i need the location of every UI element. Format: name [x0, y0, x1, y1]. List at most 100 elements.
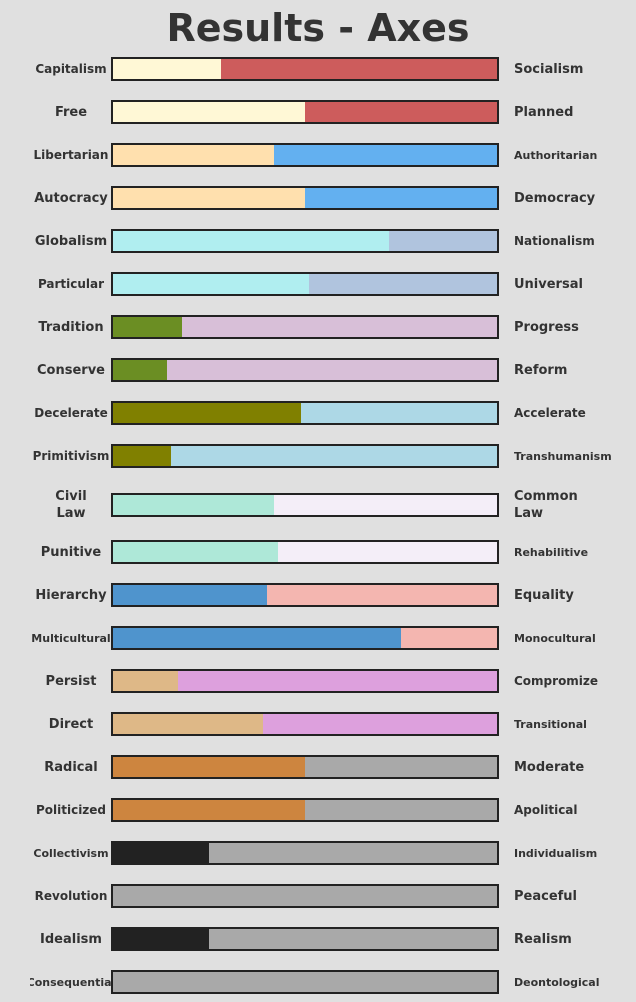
label-line: Libertarian	[33, 147, 109, 162]
axis-bar	[111, 358, 499, 382]
axis-bar	[111, 755, 499, 779]
label-line: Politicized	[35, 802, 107, 817]
right-label: Transhumanism	[514, 436, 634, 476]
left-segment	[113, 843, 209, 863]
label-line: Capitalism	[35, 61, 107, 76]
left-label: Particular	[30, 264, 112, 304]
label-line: Compromize	[514, 673, 599, 688]
label-line: Progress	[514, 319, 579, 335]
axis-bar	[111, 626, 499, 650]
left-label: Primitivism	[30, 436, 112, 476]
right-label: Monocultural	[514, 618, 634, 658]
label-line: Moderate	[514, 759, 585, 775]
label-line: Authoritarian	[514, 148, 598, 162]
label-line: Multicultural	[31, 631, 111, 645]
right-label: Socialism	[514, 49, 634, 89]
label-line: Deontological	[514, 975, 600, 989]
axis-bar	[111, 229, 499, 253]
right-label: Planned	[514, 92, 634, 132]
label-line: Revolution	[34, 888, 108, 903]
axis-bar	[111, 401, 499, 425]
axis-bar	[111, 583, 499, 607]
axis-bar	[111, 970, 499, 994]
label-line: Accelerate	[514, 405, 586, 420]
left-segment	[113, 446, 171, 466]
left-segment	[113, 714, 263, 734]
left-segment	[113, 360, 167, 380]
right-label: Authoritarian	[514, 135, 634, 175]
left-label: Capitalism	[30, 49, 112, 89]
right-label: Realism	[514, 919, 634, 959]
left-label: Politicized	[30, 790, 112, 830]
right-label: Moderate	[514, 747, 634, 787]
label-line: Peaceful	[514, 888, 578, 904]
left-segment	[113, 800, 305, 820]
left-label: Radical	[30, 747, 112, 787]
left-segment	[113, 59, 221, 79]
label-line: Civil	[55, 489, 87, 504]
label-line: Radical	[44, 759, 98, 775]
left-label: Collectivism	[30, 833, 112, 873]
axis-bar	[111, 57, 499, 81]
right-label: Compromize	[514, 661, 634, 701]
axis-bar	[111, 272, 499, 296]
label-line: Transitional	[514, 717, 587, 731]
left-segment	[113, 231, 390, 251]
axis-bar	[111, 927, 499, 951]
right-label: Apolitical	[514, 790, 634, 830]
left-segment	[113, 671, 179, 691]
axis-bar	[111, 798, 499, 822]
right-segment	[182, 317, 497, 337]
label-line: Particular	[37, 276, 105, 291]
label-line: Decelerate	[34, 405, 108, 420]
label-line: Persist	[45, 673, 97, 689]
left-segment	[113, 495, 275, 515]
right-label: Nationalism	[514, 221, 634, 261]
right-segment	[113, 886, 497, 906]
right-segment	[305, 800, 497, 820]
left-label: Globalism	[30, 221, 112, 261]
right-label: Common Law	[514, 485, 634, 525]
left-segment	[113, 102, 305, 122]
label-line: Free	[54, 104, 88, 120]
axis-bar	[111, 143, 499, 167]
axis-bar	[111, 884, 499, 908]
left-segment	[113, 628, 401, 648]
right-segment	[170, 446, 497, 466]
left-label: Libertarian	[30, 135, 112, 175]
label-line: Tradition	[38, 319, 104, 335]
right-segment	[305, 188, 497, 208]
right-label: Democracy	[514, 178, 634, 218]
right-label: Progress	[514, 307, 634, 347]
right-segment	[305, 102, 497, 122]
left-segment	[113, 274, 309, 294]
label-line: Reform	[514, 362, 568, 378]
label-line: Common	[514, 489, 578, 504]
right-label: Individualism	[514, 833, 634, 873]
right-segment	[166, 360, 497, 380]
left-label: Persist	[30, 661, 112, 701]
label-line: Monocultural	[514, 631, 596, 645]
left-segment	[113, 403, 302, 423]
left-segment	[113, 542, 279, 562]
left-segment	[113, 585, 267, 605]
right-segment	[113, 972, 497, 992]
right-segment	[266, 585, 497, 605]
label-line: Law	[514, 506, 544, 521]
label-line: Autocracy	[34, 190, 108, 206]
right-segment	[220, 59, 497, 79]
left-label: Revolution	[30, 876, 112, 916]
right-segment	[209, 929, 497, 949]
label-line: Idealism	[40, 931, 102, 947]
left-label: Idealism	[30, 919, 112, 959]
right-segment	[301, 403, 497, 423]
right-label: Equality	[514, 575, 634, 615]
axis-bar	[111, 186, 499, 210]
label-line: Socialism	[514, 61, 584, 77]
right-label: Accelerate	[514, 393, 634, 433]
label-line: Punitive	[40, 544, 102, 560]
left-label: Autocracy	[30, 178, 112, 218]
right-segment	[401, 628, 497, 648]
right-segment	[274, 145, 497, 165]
right-label: Transitional	[514, 704, 634, 744]
